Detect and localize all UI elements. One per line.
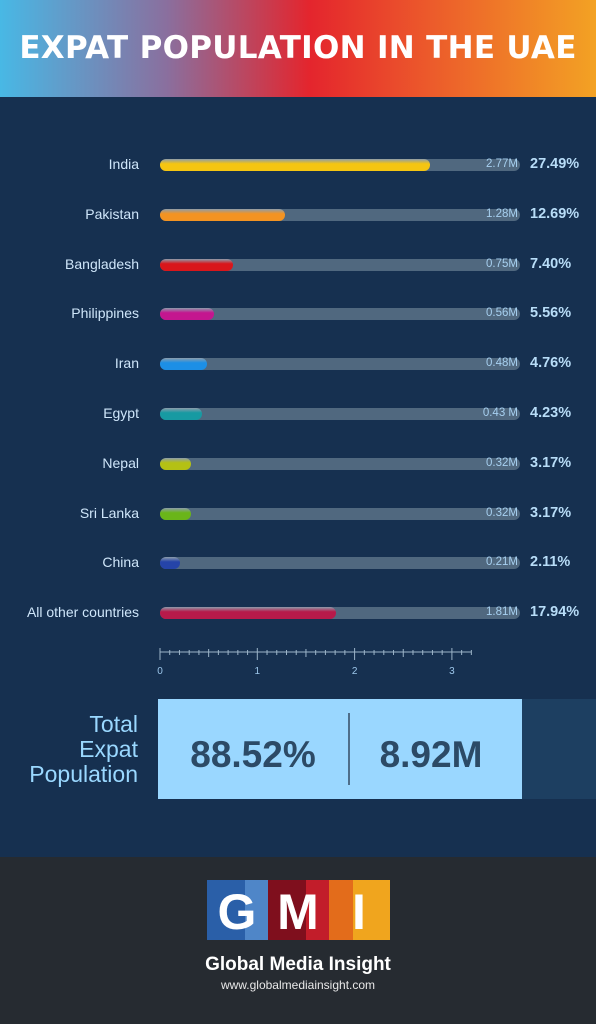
bar-label: Sri Lanka — [79, 504, 139, 521]
bar-row: Sri Lanka 0.32M 3.17% — [0, 504, 596, 524]
bar-row: Egypt 0.43 M 4.23% — [0, 404, 596, 424]
bar — [160, 457, 192, 470]
bar-value-label: 0.21M — [486, 556, 518, 569]
logo-letter-g: G — [218, 884, 257, 940]
bar-track — [160, 159, 520, 171]
bar-track — [160, 258, 520, 271]
bar-percent-label: 2.11% — [530, 554, 571, 571]
bar-percent-label: 27.49% — [530, 156, 580, 172]
bar-percent-label: 4.23% — [530, 405, 572, 421]
bar-row: Nepal 0.32M 3.17% — [0, 454, 596, 474]
bar-value-label: 0.43 M — [482, 407, 518, 419]
bar-track — [160, 607, 520, 620]
bar-label: Bangladesh — [65, 255, 139, 272]
bar-row: China 0.21M 2.11% — [0, 553, 596, 573]
bar-value-label: 2.77M — [486, 158, 518, 170]
total-divider — [348, 713, 350, 785]
total-panel — [158, 699, 522, 799]
bar-percent-label: 17.94% — [530, 604, 580, 621]
bar — [160, 159, 430, 171]
x-tick-label: 1 — [255, 666, 261, 677]
bar — [160, 358, 207, 371]
bar — [160, 607, 337, 620]
total-panel-edge — [522, 699, 596, 799]
bar-track — [160, 358, 520, 371]
x-tick-label: 0 — [157, 666, 163, 677]
bar — [160, 408, 202, 420]
logo-letter-i: I — [352, 884, 366, 940]
bar-percent-label: 7.40% — [530, 255, 572, 272]
x-axis: 0 1 2 3 — [157, 648, 472, 677]
total-label-line-1: Total — [89, 711, 138, 737]
bar-label: Iran — [114, 355, 139, 372]
bar-track — [160, 408, 520, 420]
brand-url: www.globalmediainsight.com — [220, 978, 376, 992]
bar-value-label: 0.32M — [486, 456, 518, 469]
bar-value-label: 0.48M — [486, 357, 518, 370]
bar-label: All other countries — [26, 604, 139, 621]
bar-track — [160, 208, 520, 221]
bar — [160, 308, 215, 321]
page-title: EXPAT POPULATION IN THE UAE — [19, 30, 577, 66]
header-banner: EXPAT POPULATION IN THE UAE — [0, 0, 596, 97]
bar-row: Pakistan 1.28M 12.69% — [0, 205, 596, 225]
bar-track — [160, 457, 520, 470]
footer: G M I Global Media Insight www.globalmed… — [0, 857, 596, 1024]
x-tick-label: 3 — [449, 666, 455, 677]
bar — [160, 258, 233, 271]
bar-value-label: 0.75M — [486, 257, 518, 270]
bar-value-label: 0.32M — [486, 506, 518, 519]
total-label-line-3: Population — [29, 761, 138, 787]
bar — [160, 208, 285, 221]
x-tick-label: 2 — [352, 666, 358, 677]
bar-value-label: 0.56M — [486, 307, 518, 320]
bar-percent-label: 3.17% — [530, 504, 572, 521]
bar-value-label: 1.81M — [486, 606, 518, 619]
gmi-logo: G M I — [207, 880, 390, 940]
bar-row: Philippines 0.56M 5.56% — [0, 304, 596, 324]
total-label-line-2: Expat — [79, 736, 138, 762]
bar-track — [160, 507, 520, 520]
bar-row: Iran 0.48M 4.76% — [0, 354, 596, 374]
bar-percent-label: 4.76% — [530, 355, 572, 372]
bar — [160, 557, 181, 570]
bar-percent-label: 3.17% — [530, 454, 572, 471]
total-percent: 88.52% — [190, 734, 316, 775]
bar-label: Philippines — [71, 305, 139, 322]
bar-track — [160, 557, 520, 570]
bar-track — [160, 308, 520, 321]
bar-label: Nepal — [102, 454, 139, 471]
bar-label: Pakistan — [85, 205, 139, 222]
bar — [160, 507, 192, 520]
brand-name: Global Media Insight — [205, 954, 391, 975]
bar-percent-label: 5.56% — [530, 305, 572, 322]
bar-row: Bangladesh 0.75M 7.40% — [0, 255, 596, 275]
bar-label: India — [108, 156, 139, 172]
bar-label: China — [102, 554, 139, 571]
total-count: 8.92M — [379, 734, 483, 775]
bar-label: Egypt — [103, 405, 139, 421]
logo-letter-m: M — [277, 884, 319, 940]
bar-percent-label: 12.69% — [530, 205, 580, 222]
bar-row: All other countries 1.81M 17.94% — [0, 603, 596, 623]
bar-row: India 2.77M 27.49% — [0, 155, 596, 175]
bar-value-label: 1.28M — [486, 207, 518, 220]
total-label: Total Expat Population — [29, 712, 138, 787]
